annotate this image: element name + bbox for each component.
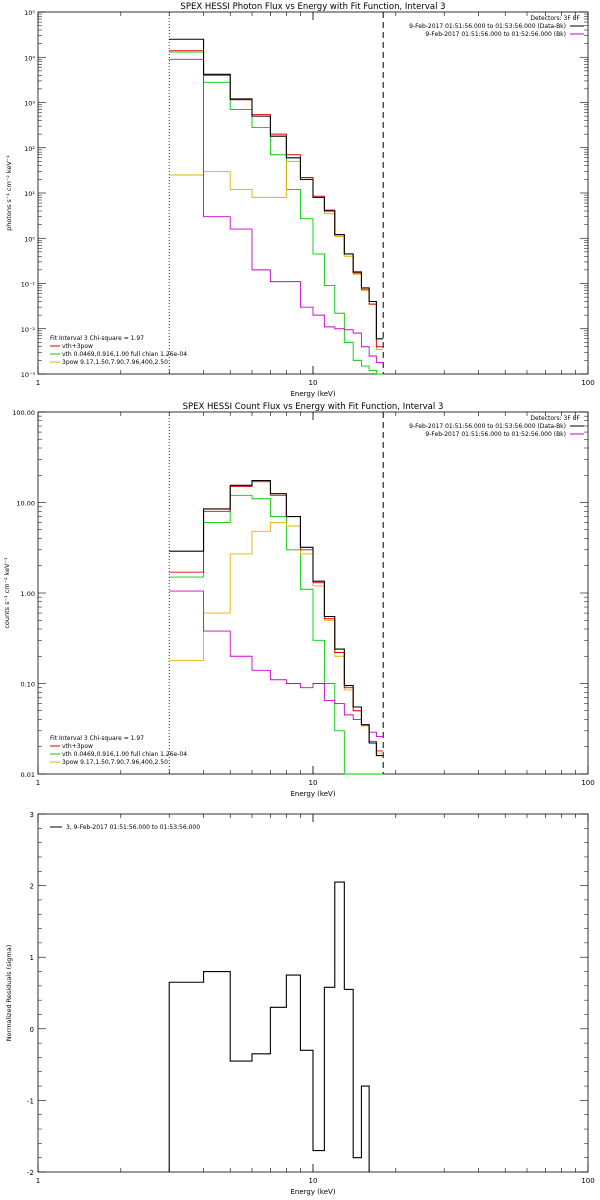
legend-detectors: Detectors: 3F 8F — [530, 415, 580, 422]
series-line-3 — [169, 481, 384, 752]
y-axis: 0.01 0.10 1.00 10.00 100.00 — [12, 409, 588, 779]
legend-fit-info: Fit Interval 3 Chi-square = 1.97 — [50, 735, 144, 742]
series-line-4 — [169, 494, 384, 775]
x-tick-label: 10 — [309, 1177, 318, 1185]
y-axis-label: photons s⁻¹ cm⁻² keV⁻¹ — [5, 155, 13, 231]
legend-entry: vth 0.0469,0.916,1.00 full chian 1.26e-0… — [62, 351, 187, 358]
series-line-4 — [169, 51, 384, 375]
chart-title: SPEX HESSI Photon Flux vs Energy with Fi… — [180, 2, 445, 12]
y-tick-label: -1 — [27, 1097, 34, 1105]
y-tick-label: 10³ — [24, 100, 35, 108]
series-group — [168, 881, 370, 1172]
legend: 3, 9-Feb-2017 01:51:56.000 to 01:53:56.0… — [50, 824, 200, 831]
series-line-5 — [169, 160, 384, 350]
legend-entry: 3pow 9.17,1.50,7.90,7.96,400,2.50 — [62, 359, 168, 366]
x-tick-label: 1 — [36, 779, 40, 787]
x-tick-label: 10 — [309, 379, 318, 387]
legend-fit-info: Fit Interval 3 Chi-square = 1.97 — [50, 335, 144, 342]
y-tick-label: 10⁻³ — [21, 371, 36, 379]
y-axis-label: Normalized Residuals (sigma) — [5, 945, 13, 1042]
legend-entry: vth+3pow — [62, 743, 93, 750]
y-tick-label: 2 — [30, 883, 34, 891]
series-group — [169, 479, 384, 775]
y-tick-label: 10⁴ — [24, 54, 35, 62]
y-tick-label: 10⁵ — [24, 9, 35, 17]
legend-detectors: Detectors: 3F 8F — [530, 15, 580, 22]
y-tick-label: 10⁰ — [24, 235, 35, 243]
x-tick-label: 1 — [36, 379, 40, 387]
series-line-1 — [169, 479, 384, 757]
legend-entry: 3, 9-Feb-2017 01:51:56.000 to 01:53:56.0… — [66, 824, 200, 831]
chart-title: SPEX HESSI Count Flux vs Energy with Fit… — [183, 402, 444, 412]
y-axis: -2 -1 0 1 2 3 — [27, 811, 588, 1177]
series-line-3 — [169, 50, 384, 348]
x-axis: 1 10 100 — [36, 412, 595, 787]
y-tick-label: 0 — [30, 1026, 34, 1034]
x-tick-label: 100 — [581, 1177, 594, 1185]
legend-entry: 9-Feb-2017 01:51:56.000 to 01:52:56.000 … — [425, 431, 566, 438]
chart-panel-2: SPEX HESSI Count Flux vs Energy with Fit… — [3, 402, 595, 798]
y-tick-label: 10⁻¹ — [21, 281, 36, 289]
series-group — [169, 38, 384, 375]
legend-top: Detectors: 3F 8F9-Feb-2017 01:51:56.000 … — [409, 415, 584, 438]
y-tick-label: 1.00 — [21, 590, 35, 598]
legend-entry: 9-Feb-2017 01:51:56.000 to 01:53:56.000 … — [409, 23, 566, 30]
y-tick-label: 0.10 — [21, 681, 35, 689]
x-axis-label: Energy (keV) — [290, 390, 335, 398]
series-line-5 — [169, 522, 384, 754]
x-axis: 1 10 100 — [36, 12, 595, 387]
y-tick-label: 3 — [30, 811, 34, 819]
y-axis: 10⁻³ 10⁻² 10⁻¹ 10⁰ 10¹ 10² 10³ 10⁴ 10⁵ — [21, 9, 588, 379]
legend-top: Detectors: 3F 8F9-Feb-2017 01:51:56.000 … — [409, 15, 584, 38]
y-tick-label: 10¹ — [24, 190, 35, 198]
x-tick-label: 100 — [581, 379, 594, 387]
y-tick-label: 10⁻² — [21, 326, 36, 334]
y-tick-label: 0.01 — [21, 771, 35, 779]
series-line-2 — [169, 58, 384, 363]
y-tick-label: 1 — [30, 954, 34, 962]
chart-panel-3: 1 10 100 Energy (keV) -2 -1 0 1 2 3 Normalized Res… — [5, 811, 595, 1196]
x-axis-label: Energy (keV) — [290, 790, 335, 798]
chart-panel-1: SPEX HESSI Photon Flux vs Energy with Fi… — [5, 2, 595, 398]
legend-bottom: Fit Interval 3 Chi-square = 1.97vth+3pow… — [50, 735, 187, 766]
x-axis-label: Energy (keV) — [290, 1188, 335, 1196]
x-axis: 1 10 100 — [36, 814, 595, 1185]
x-tick-label: 1 — [36, 1177, 40, 1185]
y-tick-label: 10² — [24, 145, 35, 153]
legend-entry: vth+3pow — [62, 343, 93, 350]
y-tick-label: 100.00 — [12, 409, 35, 417]
x-tick-label: 10 — [309, 779, 318, 787]
legend-bottom: Fit Interval 3 Chi-square = 1.97vth+3pow… — [50, 335, 187, 366]
series-line-1 — [169, 38, 384, 340]
y-axis-label: counts s⁻¹ cm⁻² keV⁻¹ — [3, 557, 11, 629]
legend-entry: 9-Feb-2017 01:51:56.000 to 01:53:56.000 … — [409, 423, 566, 430]
legend-entry: 9-Feb-2017 01:51:56.000 to 01:52:56.000 … — [425, 31, 566, 38]
series-line-2 — [169, 590, 384, 737]
x-tick-label: 100 — [581, 779, 594, 787]
y-tick-label: -2 — [27, 1169, 34, 1177]
legend-entry: 3pow 9.17,1.50,7.90,7.96,400,2.50 — [62, 759, 168, 766]
series-line-1 — [168, 881, 370, 1172]
y-tick-label: 10.00 — [16, 500, 35, 508]
legend-entry: vth 0.0469,0.916,1.00 full chian 1.26e-0… — [62, 751, 187, 758]
